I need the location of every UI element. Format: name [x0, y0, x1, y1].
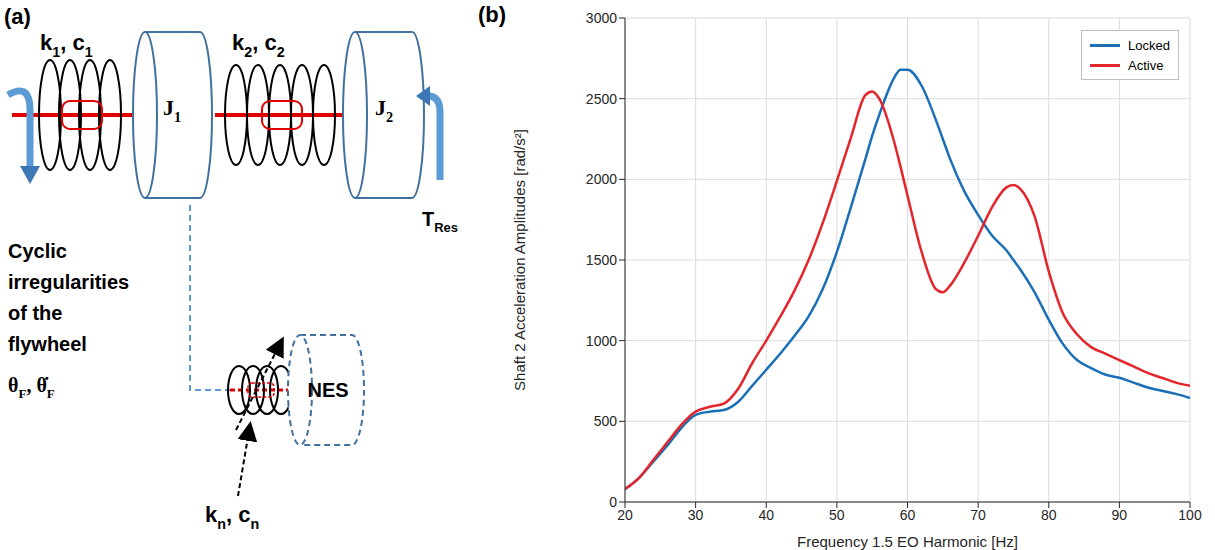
svg-text:Shaft 2 Acceleration Amplitude: Shaft 2 Acceleration Amplitudes [rad/s²]	[511, 129, 528, 391]
svg-text:2000: 2000	[586, 171, 617, 187]
html-text:Locked: Locked	[1128, 37, 1170, 53]
svg-text:Cyclic: Cyclic	[8, 240, 67, 262]
svg-text:irregularities: irregularities	[8, 271, 129, 293]
svg-text:θF, θ̇F: θF, θ̇F	[8, 374, 55, 401]
svg-text:0: 0	[609, 494, 617, 510]
svg-text:NES: NES	[307, 379, 348, 401]
svg-text:70: 70	[970, 507, 986, 523]
svg-text:kn, cn: kn, cn	[205, 502, 259, 532]
svg-text:Frequency 1.5 EO Harmonic [Hz]: Frequency 1.5 EO Harmonic [Hz]	[797, 533, 1018, 550]
svg-text:60: 60	[900, 507, 916, 523]
svg-text:40: 40	[758, 507, 774, 523]
svg-text:2500: 2500	[586, 91, 617, 107]
svg-text:flywheel: flywheel	[8, 333, 87, 355]
svg-text:1500: 1500	[586, 252, 617, 268]
svg-text:90: 90	[1112, 507, 1128, 523]
svg-text:50: 50	[829, 507, 845, 523]
svg-text:J2: J2	[375, 95, 393, 125]
svg-text:k2, c2: k2, c2	[232, 30, 285, 60]
html-text:Active: Active	[1128, 57, 1164, 73]
svg-text:J1: J1	[163, 95, 181, 125]
svg-text:3000: 3000	[586, 10, 617, 26]
svg-text:1000: 1000	[586, 333, 617, 349]
svg-text:20: 20	[617, 507, 633, 523]
svg-text:500: 500	[594, 413, 618, 429]
svg-text:(a): (a)	[4, 4, 31, 29]
svg-text:30: 30	[688, 507, 704, 523]
svg-text:of the: of the	[8, 302, 62, 324]
svg-text:k1, c1: k1, c1	[40, 30, 93, 60]
svg-text:100: 100	[1178, 507, 1202, 523]
svg-text:80: 80	[1041, 507, 1057, 523]
svg-text:TRes: TRes	[422, 208, 458, 235]
html-text:(b): (b)	[478, 2, 507, 27]
